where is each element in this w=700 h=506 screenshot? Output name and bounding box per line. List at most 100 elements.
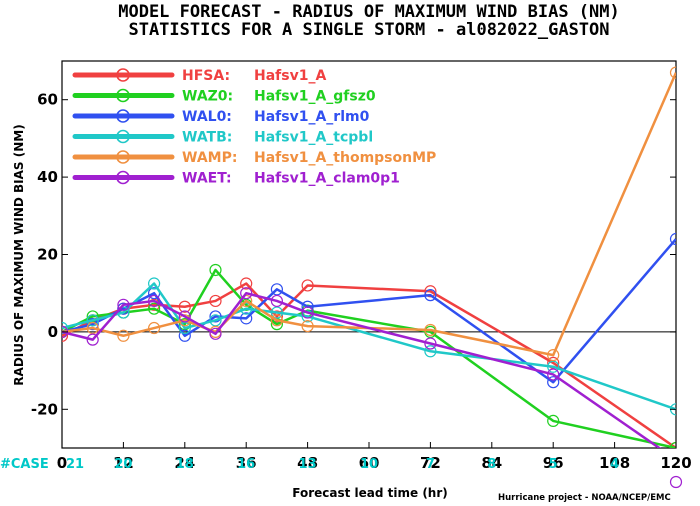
series-point-3 [301,310,314,323]
series-point-2 [178,329,191,342]
y-tick-label: 60 [37,91,58,109]
series-point-4 [547,349,560,362]
x-tick-label: 120 [660,454,691,472]
series-point-2 [209,310,222,323]
series-point-3 [240,302,253,315]
x-tick-label: 24 [174,454,195,472]
series-line-1 [62,268,676,448]
series-point-2 [86,318,99,331]
series-point-5 [148,294,161,308]
legend-name-4: Hafsv1_A_thompsonMP [254,150,436,166]
chart-subtitle: STATISTICS FOR A SINGLE STORM - al082022… [128,20,609,40]
series-point-3 [62,321,69,335]
legend-code-5: WAET: [182,171,232,187]
series-point-1 [547,414,560,428]
y-tick-label: 40 [37,168,58,186]
series-point-4 [86,321,99,335]
credit-text: Hurricane project - NOAA/NCEP/EMC [498,493,671,503]
legend-code-3: WATB: [182,130,232,146]
series-line-5 [62,291,662,448]
series-point-5 [270,294,283,308]
series-point-2 [669,232,676,246]
series-point-1 [178,318,191,331]
series-point-0 [301,279,314,292]
case-count: 7 [426,457,435,472]
series-point-0 [547,356,560,369]
chart-title: MODEL FORECAST - RADIUS OF MAXIMUM WIND … [118,2,620,22]
series-point-4 [117,329,130,342]
x-tick-label: 48 [297,454,318,472]
legend-name-2: Hafsv1_A_rlm0 [254,109,370,125]
series-point-3 [547,360,560,373]
legend-code-0: HFSA: [182,68,230,84]
series-point-3 [424,345,437,358]
x-tick-label: 36 [236,454,257,472]
legend-code-2: WAL0: [182,109,232,125]
series-point-2 [547,376,560,389]
x-tick-label: 84 [481,454,502,472]
case-count: 5 [549,457,558,472]
case-count: 21 [66,457,84,472]
series-point-5 [301,306,314,319]
legend-name-5: Hafsv1_A_clam0p1 [254,171,400,187]
series-point-2 [240,312,253,325]
legend-name-1: Hafsv1_A_gfsz0 [254,89,376,105]
series-point-5 [240,287,253,300]
legend-marker-0 [116,68,130,82]
series-point-3 [178,321,191,335]
series-point-0 [178,300,191,313]
case-count: 4 [610,457,619,472]
series-point-3 [270,306,283,319]
x-tick-label: 72 [420,454,441,472]
y-tick-label: 20 [37,246,58,264]
legend-marker-5 [116,170,130,185]
series-point-1 [270,318,283,331]
series-point-1 [209,263,222,277]
series-point-3 [209,314,222,327]
legend-name-0: Hafsv1_A [254,68,326,84]
case-label: #CASE [0,457,49,472]
series-point-4 [148,321,161,335]
series-point-0 [240,277,253,290]
case-count: 16 [237,457,255,472]
series-point-5 [117,298,130,311]
series-point-4 [424,323,437,337]
series-point-3 [86,314,99,327]
series-point-3 [148,277,161,290]
legend-marker-3 [116,129,130,144]
series-point-5 [178,310,191,323]
case-count: 18 [176,457,194,472]
y-tick-label: 0 [48,323,58,341]
x-tick-label: 108 [599,454,630,472]
legend-marker-1 [116,88,130,103]
legend-marker-2 [116,109,130,123]
legend-code-4: WAMP: [182,150,237,166]
series-point-4 [669,66,676,79]
x-axis-label: Forecast lead time (hr) [292,486,448,500]
series-point-4 [301,319,314,333]
series-point-0 [209,294,222,308]
series-point-5 [547,368,560,381]
series-point-2 [270,283,283,296]
x-tick-label: 12 [113,454,134,472]
legend-code-1: WAZ0: [182,89,233,105]
series-point-5 [86,333,99,346]
series-point-1 [86,310,99,323]
case-count: 20 [114,457,132,472]
series-point-5 [209,327,222,340]
series-point-2 [424,289,437,302]
case-count: 13 [299,457,317,472]
case-marker-circle [669,475,683,489]
x-tick-label: 60 [359,454,380,472]
series-point-4 [270,314,283,327]
x-tick-label: 0 [57,454,67,472]
legend-marker-4 [116,150,130,164]
case-count: 8 [487,457,496,472]
y-axis-label: RADIUS OF MAXIMUM WIND BIAS (NM) [12,124,26,385]
series-point-1 [148,302,161,315]
x-tick-label: 96 [543,454,564,472]
legend-name-3: Hafsv1_A_tcpbl [254,130,373,146]
y-tick-label: -20 [31,400,58,418]
